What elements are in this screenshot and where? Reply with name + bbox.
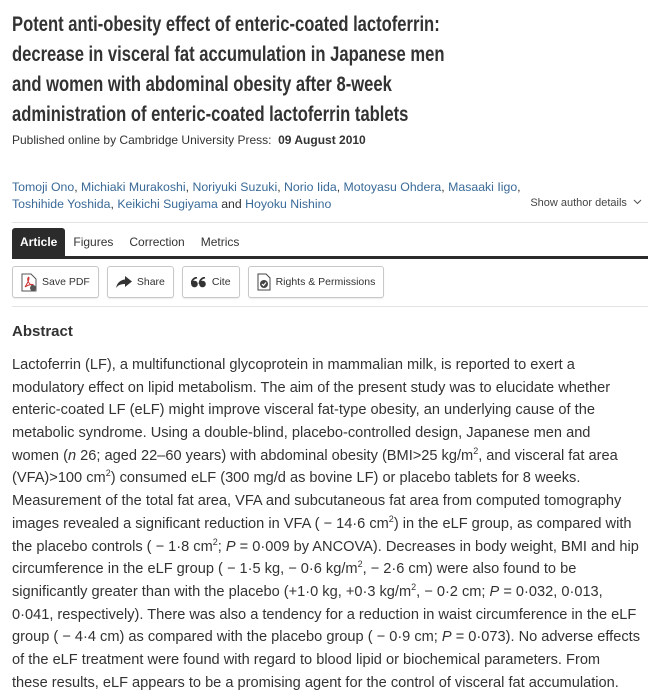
text-segment: 26; aged 22–60 years) with abdominal obe… — [76, 447, 474, 464]
quote-icon — [190, 276, 206, 287]
author-row: Toshihide Yoshida, Keikichi Sugiyama and… — [12, 197, 332, 211]
title-line: and women with abdominal obesity after 8… — [12, 73, 392, 96]
author-link[interactable]: Motoyasu Ohdera — [343, 180, 442, 194]
author-row: Tomoji Ono, Michiaki Murakoshi, Noriyuki… — [12, 180, 521, 194]
published-date: 09 August 2010 — [278, 133, 366, 147]
tab-metrics[interactable]: Metrics — [200, 235, 240, 249]
text-segment: metabolic syndrome. Using a double-blind… — [12, 425, 591, 442]
article-title: Potent anti-obesity effect of enteric-co… — [12, 10, 652, 130]
author-link[interactable]: Hoyoku Nishino — [245, 197, 332, 211]
tab-article[interactable]: Article — [12, 228, 66, 256]
share-icon — [115, 276, 132, 288]
tab-figures[interactable]: Figures — [73, 235, 114, 249]
published-label: Published online by Cambridge University… — [12, 133, 272, 147]
text-segment: Measurement of the total fat area, VFA a… — [12, 493, 622, 510]
italic-text: n — [67, 447, 77, 464]
text-segment: = 0·073). No adverse effects — [451, 629, 640, 646]
rights-permissions-label: Rights & Permissions — [275, 276, 376, 288]
text-segment: significantly greater than with the plac… — [12, 583, 412, 600]
abstract-line: group ( − 4·4 cm) as compared with the p… — [12, 626, 640, 649]
text-segment: group ( − 4·4 cm) as compared with the p… — [12, 629, 442, 646]
text-segment: ; — [217, 538, 226, 555]
superscript: 2 — [357, 559, 363, 570]
author-link[interactable]: Masaaki Iigo — [448, 180, 518, 194]
article-tabs: Article Figures Correction Metrics — [12, 228, 648, 259]
divider — [12, 222, 648, 223]
cite-label: Cite — [211, 276, 231, 288]
abstract-line: circumference in the eLF group ( − 1·5 k… — [12, 558, 640, 581]
abstract-line: images revealed a significant reduction … — [12, 513, 640, 536]
abstract-line: the placebo controls ( − 1·8 cm2; P = 0·… — [12, 536, 640, 559]
abstract-line: modulatory effect on lipid metabolism. T… — [12, 377, 640, 400]
text-segment: the placebo controls ( − 1·8 cm — [12, 538, 213, 555]
text-segment: , and visceral fat area — [478, 447, 618, 464]
cite-button[interactable]: Cite — [181, 266, 240, 298]
text-segment: modulatory effect on lipid metabolism. T… — [12, 379, 611, 396]
show-author-details-button[interactable]: Show author details — [530, 197, 642, 209]
abstract-line: enteric-coated LF (eLF) might improve vi… — [12, 399, 640, 422]
save-pdf-button[interactable]: Save PDF — [12, 266, 99, 298]
and-text: and — [221, 197, 242, 211]
title-line: administration of enteric-coated lactofe… — [12, 103, 409, 126]
text-segment: , − 0·2 cm; — [416, 583, 490, 600]
superscript: 2 — [473, 445, 479, 456]
abstract-line: these results, eLF appears to be a promi… — [12, 672, 640, 695]
abstract-line: metabolic syndrome. Using a double-blind… — [12, 422, 640, 445]
text-segment: = 0·032, 0·013, — [499, 583, 603, 600]
text-segment: women ( — [12, 447, 68, 464]
abstract-line: significantly greater than with the plac… — [12, 581, 640, 604]
text-segment: images revealed a significant reduction … — [12, 515, 389, 532]
text-segment: enteric-coated LF (eLF) might improve vi… — [12, 402, 595, 419]
text-segment: ) consumed eLF (300 mg/d as bovine LF) o… — [110, 470, 581, 487]
author-link[interactable]: Tomoji Ono — [12, 180, 75, 194]
superscript: 2 — [105, 468, 111, 479]
italic-text: P — [225, 538, 236, 555]
text-segment: , − 2·6 cm) were also found to be — [362, 561, 577, 578]
share-label: Share — [136, 276, 165, 288]
author-link[interactable]: Norio Iida — [284, 180, 337, 194]
text-segment: ) in the eLF group, as compared with — [393, 515, 632, 532]
abstract-line: Lactoferrin (LF), a multifunctional glyc… — [12, 354, 640, 377]
show-author-details-label: Show author details — [530, 197, 627, 209]
rights-permissions-button[interactable]: Rights & Permissions — [247, 266, 385, 298]
text-segment: circumference in the eLF group ( − 1·5 k… — [12, 561, 358, 578]
author-list: Tomoji Ono, Michiaki Murakoshi, Noriyuki… — [12, 179, 652, 213]
author-link[interactable]: Michiaki Murakoshi — [81, 180, 186, 194]
abstract-line: (VFA)>100 cm2) consumed eLF (300 mg/d as… — [12, 467, 640, 490]
text-segment: = 0·009 by ANCOVA). Decreases in body we… — [235, 538, 639, 555]
text-segment: 0·041, respectively). There was also a t… — [12, 606, 637, 623]
superscript: 2 — [212, 536, 218, 547]
italic-text: P — [441, 629, 452, 646]
text-segment: (VFA)>100 cm — [12, 470, 106, 487]
abstract-line: 0·041, respectively). There was also a t… — [12, 604, 640, 627]
title-line: Potent anti-obesity effect of enteric-co… — [12, 13, 440, 36]
superscript: 2 — [411, 581, 417, 592]
text-segment: of the eLF treatment were found with reg… — [12, 651, 601, 668]
text-segment: these results, eLF appears to be a promi… — [12, 674, 619, 691]
published-info: Published online by Cambridge University… — [12, 133, 366, 147]
tab-correction[interactable]: Correction — [129, 235, 185, 249]
abstract-line: of the eLF treatment were found with reg… — [12, 649, 640, 672]
author-link[interactable]: Noriyuki Suzuki — [192, 180, 278, 194]
share-button[interactable]: Share — [106, 266, 174, 298]
chevron-down-icon — [633, 199, 642, 205]
abstract-body: Lactoferrin (LF), a multifunctional glyc… — [12, 354, 640, 694]
abstract-heading: Abstract — [12, 323, 73, 340]
divider — [12, 306, 648, 307]
superscript: 2 — [388, 513, 394, 524]
action-toolbar: Save PDF Share Cite Rights & Permissions — [12, 266, 385, 298]
author-link[interactable]: Keikichi Sugiyama — [117, 197, 218, 211]
document-check-icon — [257, 273, 271, 291]
text-segment: Lactoferrin (LF), a multifunctional glyc… — [12, 357, 575, 373]
abstract-line: women (n 26; aged 22–60 years) with abdo… — [12, 445, 640, 468]
author-link[interactable]: Toshihide Yoshida — [12, 197, 111, 211]
title-line: decrease in visceral fat accumulation in… — [12, 43, 445, 66]
pdf-icon — [21, 273, 37, 291]
italic-text: P — [489, 583, 500, 600]
save-pdf-label: Save PDF — [42, 276, 90, 288]
abstract-line: Measurement of the total fat area, VFA a… — [12, 490, 640, 513]
